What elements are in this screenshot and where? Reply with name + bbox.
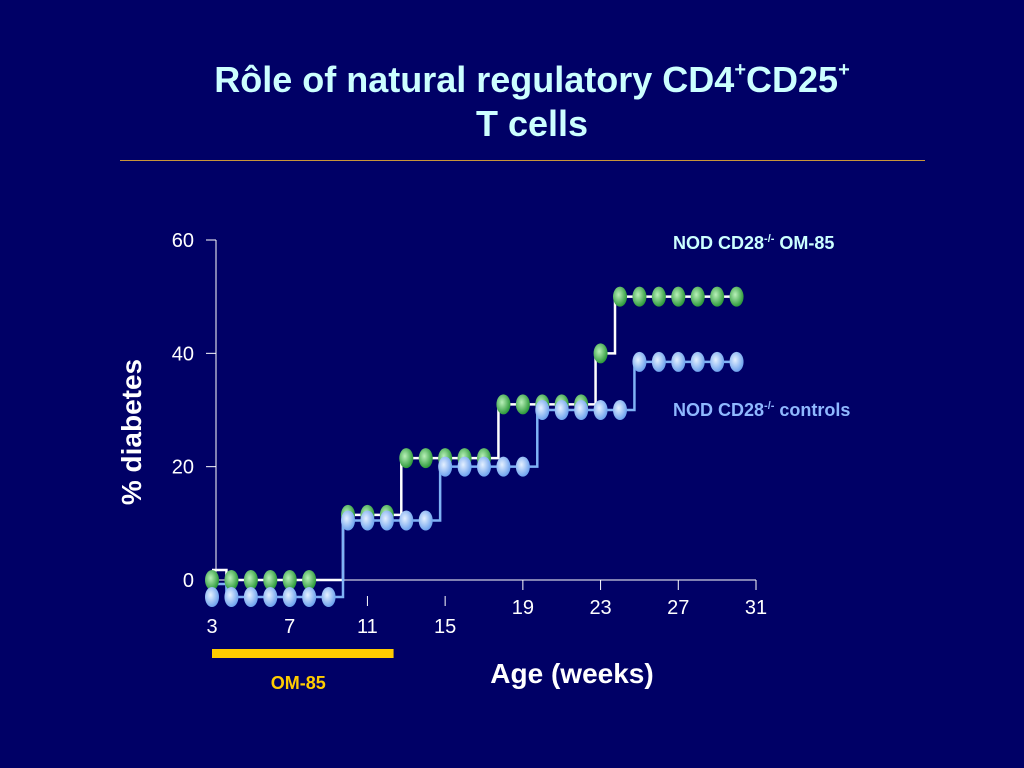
series-0-point-9 — [399, 448, 414, 469]
series-0-step-line — [212, 295, 737, 582]
series-label-1: NOD CD28-/- controls — [673, 400, 850, 420]
x-tick-label-27: 27 — [667, 597, 689, 619]
series-0-point-1 — [224, 570, 239, 590]
series-label-0: NOD CD28-/- OM-85 — [673, 233, 834, 253]
chart-labels: Age (weeks) % diabetes NOD CD28-/- OM-85 NO… — [116, 233, 850, 693]
series-0-point-3 — [263, 570, 278, 590]
title-line1-part-a: Rôle of natural regulatory CD4 — [214, 59, 735, 100]
series-1-point-21 — [613, 400, 627, 420]
title-line1-part-b: CD25 — [746, 59, 839, 100]
series-1-step-line — [212, 360, 737, 599]
series-1-point-12 — [438, 456, 453, 477]
series-1-point-20 — [593, 400, 608, 420]
om85-treatment-bar — [212, 649, 394, 658]
series-markers — [205, 286, 744, 607]
series-1-point-13 — [457, 456, 472, 477]
series-1-point-25 — [690, 351, 705, 372]
series-1-point-6 — [321, 587, 336, 607]
series-0-point-24 — [690, 286, 705, 307]
series-0-point-4 — [282, 570, 297, 590]
series-1-point-18 — [554, 400, 569, 420]
series-0-point-23 — [671, 286, 686, 307]
series-1-point-10 — [399, 510, 414, 531]
om85-treatment-label: OM-85 — [271, 673, 326, 693]
x-tick-label-23: 23 — [589, 597, 611, 619]
series-0-point-20 — [613, 286, 627, 307]
series-1-point-16 — [515, 456, 530, 477]
series-0-point-14 — [496, 394, 511, 415]
y-tick-label-0: 0 — [183, 570, 194, 592]
series-1-point-11 — [418, 510, 433, 531]
series-0-point-2 — [243, 570, 258, 590]
series-0-point-22 — [651, 286, 666, 307]
series-0-point-10 — [418, 448, 433, 469]
series-0-point-15 — [515, 394, 530, 415]
series-1-point-22 — [632, 351, 647, 372]
x-tick-label-7: 7 — [284, 616, 295, 638]
y-tick-label-60: 60 — [172, 230, 194, 252]
series-1-point-7 — [341, 510, 355, 531]
slide-title: Rôle of natural regulatory CD4+CD25+ T ce… — [0, 58, 1024, 146]
series-1-point-9 — [379, 510, 394, 531]
series-1-point-0 — [205, 587, 219, 607]
y-tick-label-20: 20 — [172, 457, 194, 479]
series-1-point-5 — [302, 587, 317, 607]
series-0-point-19 — [593, 343, 608, 364]
series-1-point-3 — [263, 587, 278, 607]
series-1-point-2 — [243, 587, 258, 607]
series-0-point-26 — [729, 286, 744, 307]
title-divider — [120, 160, 925, 161]
y-axis-title: % diabetes — [116, 359, 147, 505]
series-1-point-4 — [282, 587, 297, 607]
x-tick-label-3: 3 — [206, 616, 217, 638]
series-1-point-17 — [535, 400, 550, 420]
title-line2: T cells — [475, 103, 589, 144]
x-tick-label-31: 31 — [745, 597, 767, 619]
x-axis-title: Age (weeks) — [490, 658, 653, 689]
x-tick-label-19: 19 — [512, 597, 534, 619]
series-1-point-8 — [360, 510, 375, 531]
series-0-point-5 — [302, 570, 317, 590]
series-0-point-25 — [710, 286, 725, 307]
series-1-point-15 — [496, 456, 511, 477]
series-1-point-19 — [574, 400, 589, 420]
series-1-point-1 — [224, 587, 239, 607]
title-superscript-2: + — [838, 59, 850, 81]
x-tick-label-15: 15 — [434, 616, 456, 638]
title-superscript-1: + — [734, 59, 747, 81]
series-0-point-0 — [205, 570, 219, 590]
series-1-point-26 — [710, 351, 725, 372]
series-1-point-14 — [477, 456, 491, 477]
series-0-point-21 — [632, 286, 647, 307]
y-tick-label-40: 40 — [172, 343, 194, 365]
series-1-point-23 — [651, 351, 666, 372]
series-lines — [212, 295, 737, 599]
x-tick-label-11: 11 — [357, 616, 378, 638]
series-1-point-24 — [671, 351, 686, 372]
series-1-point-27 — [729, 351, 744, 372]
